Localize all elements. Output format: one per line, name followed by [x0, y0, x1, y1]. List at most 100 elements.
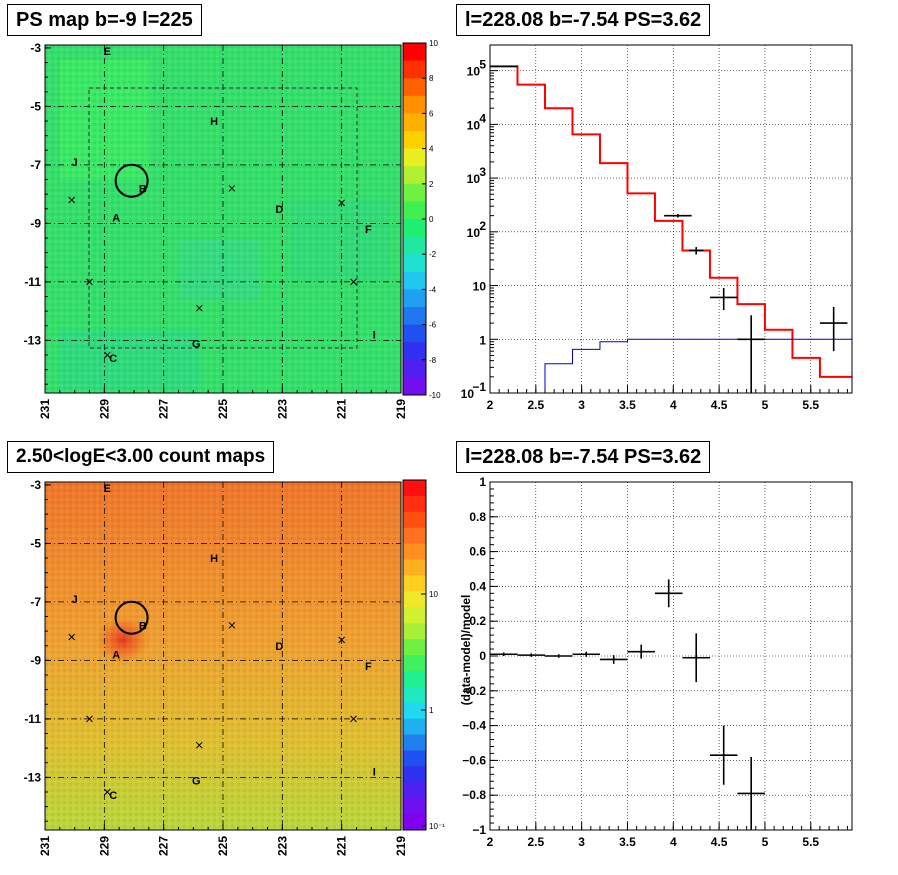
- colorbar-swatch: [403, 342, 426, 361]
- colorbar-tick-label: 6: [429, 109, 434, 118]
- ps-map-colorbar: 10 8 6 4 2 0 -2 -4 -6 -8 -10: [402, 39, 441, 400]
- map-y-tick-label: -5: [30, 536, 41, 550]
- residual-plot: 2 2.5 3 3.5 4 4.5 5 5.5 −1 −0.8 −0.6 −0.4 −0.2 0 0.2 0.…: [462, 475, 853, 849]
- colorbar-swatch: [403, 734, 426, 751]
- source-cross-marker: [86, 278, 93, 286]
- map-x-tick-label: 225: [216, 836, 230, 856]
- source-label: E: [104, 46, 111, 58]
- colorbar-swatch: [403, 131, 426, 150]
- map-x-tick-label: 223: [275, 399, 289, 419]
- source-cross-marker: [338, 636, 346, 644]
- source-label: C: [109, 790, 117, 802]
- colorbar-swatch: [403, 43, 426, 62]
- source-cross-marker: [228, 184, 236, 192]
- colorbar-swatch: [403, 78, 426, 97]
- y-tick-label: 10: [467, 118, 481, 132]
- x-tick-label: 3: [578, 835, 585, 849]
- colorbar-swatch: [403, 60, 426, 79]
- colorbar-tick-label: 8: [429, 74, 434, 83]
- y-tick-label: −0.2: [462, 684, 486, 698]
- source-cross-marker: [195, 741, 203, 749]
- x-tick-label: 5.5: [802, 835, 819, 849]
- colorbar-swatch: [403, 495, 426, 513]
- residual-y-axis-label: (data-model)/model: [459, 595, 473, 706]
- x-tick-label: 5.5: [802, 398, 819, 412]
- colorbar-swatch: [403, 377, 426, 396]
- count-map-grid: [45, 482, 401, 830]
- map-y-tick-label: -7: [30, 158, 41, 172]
- ps-map-axes: 231 229 227 225 223 221 219 -3 -5 -7 -9 -11 -13: [24, 41, 408, 419]
- map-x-tick-label: 231: [38, 399, 52, 419]
- colorbar-swatch: [403, 639, 426, 656]
- colorbar-swatch: [403, 113, 426, 132]
- colorbar-swatch: [403, 324, 426, 343]
- colorbar-swatch: [403, 271, 426, 290]
- y-tick-label: −0.4: [462, 719, 486, 733]
- source-label: D: [275, 204, 283, 216]
- model-histogram-blue: [490, 338, 852, 394]
- colorbar-swatch: [403, 575, 426, 592]
- colorbar-swatch: [403, 254, 426, 273]
- colorbar-swatch: [403, 782, 426, 799]
- x-tick-label: 2.5: [527, 398, 544, 412]
- count-map-colorbar: 10 1 10⁻¹: [402, 479, 445, 831]
- source-label: H: [210, 553, 218, 565]
- y-tick-label: −0.6: [462, 753, 486, 767]
- source-label: J: [72, 594, 78, 606]
- x-tick-label: 2.5: [527, 835, 544, 849]
- y-tick-label: 10: [473, 280, 487, 294]
- map-y-tick-label: -13: [24, 333, 42, 347]
- map-x-tick-label: 229: [97, 836, 111, 856]
- x-tick-label: 2: [487, 398, 494, 412]
- y-tick-exponent: −1: [472, 380, 486, 394]
- colorbar-swatch: [403, 201, 426, 220]
- source-label: A: [112, 213, 120, 225]
- x-tick-label: 2: [487, 835, 494, 849]
- y-tick-exponent: 3: [479, 165, 486, 179]
- y-tick-label: 0.8: [469, 510, 486, 524]
- model-histogram-red: [490, 65, 852, 378]
- map-x-tick-label: 221: [335, 399, 349, 419]
- x-tick-label: 4.5: [711, 398, 728, 412]
- colorbar-tick-label: -6: [429, 321, 437, 330]
- spectrum-frame: [489, 44, 853, 394]
- y-tick-exponent: 2: [479, 219, 486, 233]
- y-tick-label: −0.8: [462, 788, 486, 802]
- colorbar-swatch: [403, 702, 426, 720]
- ps-map-title: PS map b=-9 l=225: [7, 4, 202, 36]
- source-cross-marker: [68, 196, 76, 204]
- y-tick-label: 10: [461, 387, 475, 401]
- colorbar-swatch: [403, 511, 426, 529]
- x-tick-label: 5: [762, 835, 769, 849]
- source-cross-marker: [103, 351, 111, 359]
- source-label: B: [139, 183, 147, 195]
- spectrum-title: l=228.08 b=-7.54 PS=3.62: [456, 4, 711, 36]
- colorbar-swatch: [403, 750, 426, 767]
- map-x-tick-label: 223: [275, 836, 289, 856]
- map-y-tick-label: -9: [30, 216, 41, 230]
- source-label: D: [275, 641, 283, 653]
- colorbar-swatch: [403, 527, 426, 545]
- target-circle: [114, 163, 149, 198]
- source-label: H: [210, 116, 218, 128]
- colorbar-swatch: [403, 670, 426, 688]
- colorbar-tick-label: 0: [429, 215, 434, 224]
- map-x-tick-label: 231: [38, 836, 52, 856]
- colorbar-swatch: [403, 289, 426, 308]
- source-cross-marker: [338, 199, 346, 207]
- colorbar-swatch: [403, 591, 426, 608]
- colorbar-swatch: [403, 623, 426, 640]
- count-map-axes: 231 229 227 225 223 221 219 -3 -5 -7 -9 -11 -13: [24, 478, 408, 856]
- map-x-tick-label: 219: [394, 836, 408, 856]
- y-tick-label: 0: [479, 649, 486, 663]
- colorbar-frame: [402, 479, 427, 831]
- source-label: G: [192, 775, 201, 787]
- map-x-tick-label: 229: [97, 399, 111, 419]
- y-tick-exponent: 4: [479, 111, 486, 125]
- colorbar-swatch: [403, 480, 426, 497]
- colorbar-swatch: [403, 814, 426, 831]
- colorbar-swatch: [403, 766, 426, 783]
- source-cross-marker: [228, 621, 236, 629]
- colorbar-tick-label: 4: [429, 145, 434, 154]
